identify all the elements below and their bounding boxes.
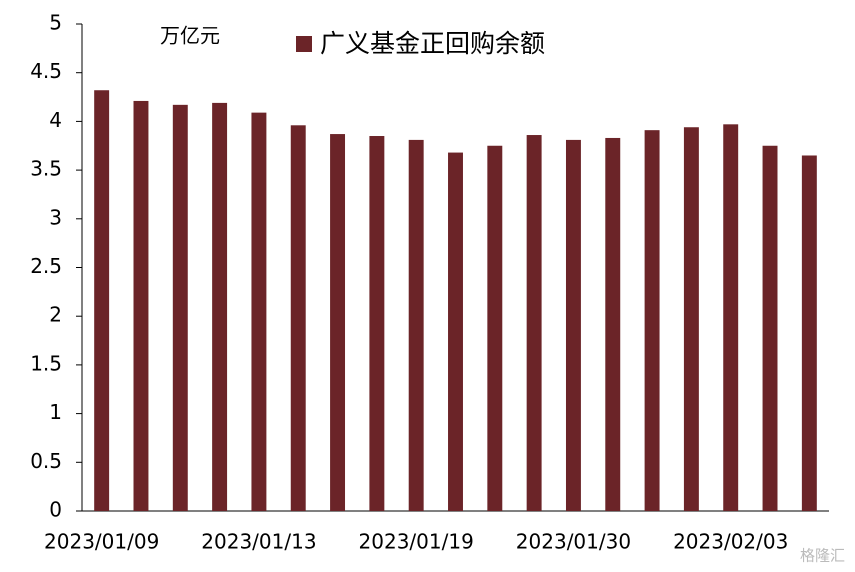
y-tick-label: 4 [49,108,62,132]
y-tick-label: 0 [49,498,62,522]
legend-label: 广义基金正回购余额 [320,29,545,58]
bar [526,135,542,511]
bar [565,139,581,511]
bar [133,100,149,512]
x-tick-label: 2023/01/13 [201,530,316,554]
bar [723,124,739,512]
y-tick-label: 2 [49,303,62,327]
bar [683,127,699,511]
y-tick-label: 4.5 [30,59,62,83]
bar [212,102,228,512]
bar [644,130,660,511]
bar [408,139,424,511]
legend-swatch [296,36,312,52]
bar [369,136,385,511]
bar [801,155,817,512]
y-tick-label: 3 [49,205,62,229]
bar [330,134,346,511]
bar [290,125,306,512]
bar [251,112,267,511]
bar [94,90,110,512]
y-tick-label: 1 [49,400,62,424]
y-tick-label: 3.5 [30,157,62,181]
x-tick-label: 2023/01/30 [516,530,631,554]
y-tick-label: 5 [49,11,62,35]
bar [448,152,463,511]
bar [605,137,621,511]
x-tick-label: 2023/01/09 [44,530,159,554]
y-tick-label: 2.5 [30,254,62,278]
x-tick-label: 2023/02/03 [673,530,788,554]
bar [487,145,503,511]
unit-label: 万亿元 [160,24,220,48]
bar [762,145,778,511]
y-tick-label: 0.5 [30,449,62,473]
bar [172,104,188,511]
watermark: 格隆汇 [800,547,845,565]
x-tick-label: 2023/01/19 [359,530,474,554]
y-tick-label: 1.5 [30,351,62,375]
